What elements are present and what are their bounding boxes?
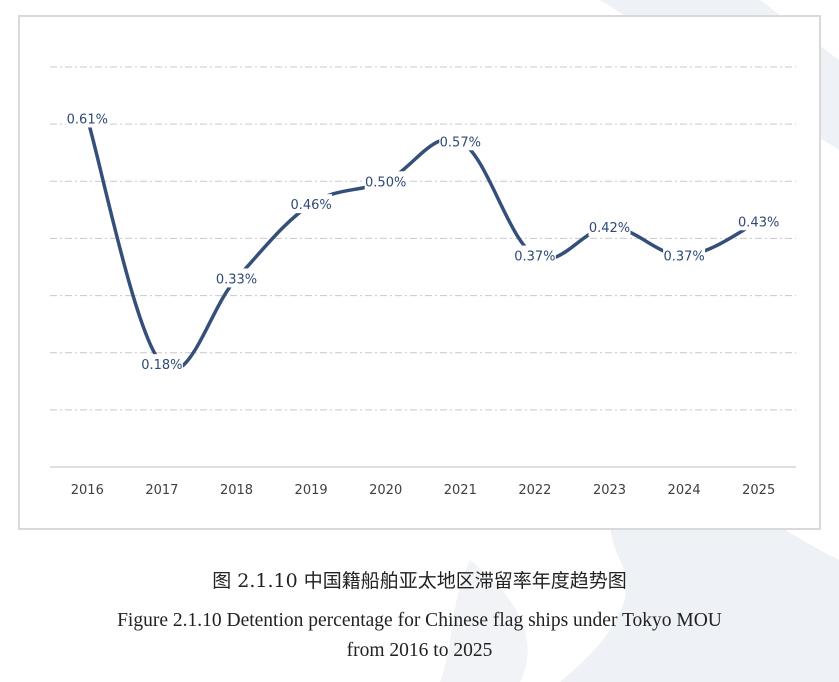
x-tick-label: 2016 xyxy=(71,483,104,498)
data-label-background xyxy=(140,354,183,374)
figure-caption-english: Figure 2.1.10 Detention percentage for C… xyxy=(0,606,839,666)
data-label: 0.18% xyxy=(141,358,182,373)
x-tick-label: 2021 xyxy=(444,483,477,498)
data-label: 0.37% xyxy=(663,250,704,265)
data-label-background xyxy=(663,245,706,265)
x-tick-label: 2019 xyxy=(295,483,328,498)
data-label-background xyxy=(588,217,631,236)
data-label: 0.37% xyxy=(514,250,555,265)
x-tick-label: 2024 xyxy=(668,483,701,498)
x-tick-label: 2017 xyxy=(145,483,178,498)
figure-caption-english-line2: from 2016 to 2025 xyxy=(346,640,493,661)
detention-line-chart: 0.61% 0.18% 0.33% 0.46% 0.50% 0.57% 0.37% 0.42%… xyxy=(50,66,796,498)
data-label: 0.50% xyxy=(365,175,406,190)
data-labels: 0.61% 0.18% 0.33% 0.46% 0.50% 0.57% 0.37% 0.42%… xyxy=(66,108,780,374)
grid-lines xyxy=(50,66,796,411)
x-tick-label: 2018 xyxy=(220,483,253,498)
x-tick-label: 2020 xyxy=(369,483,402,498)
x-tick-label: 2023 xyxy=(593,483,626,498)
x-tick-label: 2022 xyxy=(518,483,551,498)
series-line-detention xyxy=(85,116,761,372)
data-label-background xyxy=(290,194,333,214)
data-label: 0.42% xyxy=(589,221,630,236)
data-label-background xyxy=(215,268,258,288)
figure-caption-english-line1: Figure 2.1.10 Detention percentage for C… xyxy=(117,610,722,631)
x-tick-labels: 2016 2017 2018 2019 2020 2021 2022 2023 2024 2025 xyxy=(71,483,775,498)
data-label: 0.46% xyxy=(290,198,331,213)
data-label: 0.61% xyxy=(67,112,108,127)
data-label: 0.43% xyxy=(738,215,779,230)
x-tick-label: 2025 xyxy=(742,483,775,498)
figure-caption-chinese: 图 2.1.10 中国籍船舶亚太地区滞留率年度趋势图 xyxy=(212,570,627,592)
data-label-background xyxy=(66,108,109,128)
data-label-background xyxy=(439,131,482,151)
data-label: 0.57% xyxy=(440,135,481,150)
data-label-background xyxy=(513,245,556,265)
chart-frame: 0.61% 0.18% 0.33% 0.46% 0.50% 0.57% 0.37% 0.42%… xyxy=(18,15,821,530)
data-label: 0.33% xyxy=(216,272,257,287)
data-label-background xyxy=(364,171,407,191)
data-label-background xyxy=(737,211,780,231)
